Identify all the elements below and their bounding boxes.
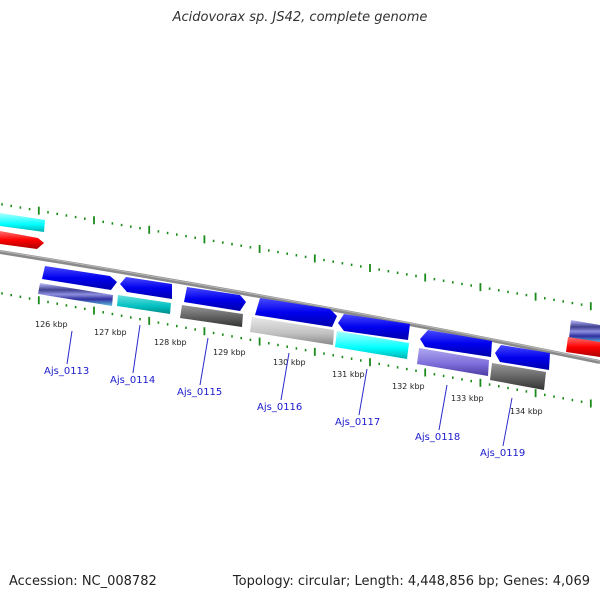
upper-tick-ruler: [1, 203, 592, 311]
gene-label-ajs-0115[interactable]: Ajs_0115: [177, 387, 222, 398]
genome-title: Acidovorax sp. JS42, complete genome: [172, 10, 428, 25]
tick-label-131: 131 kbp: [332, 370, 365, 379]
cds-arrow-ajs-0116[interactable]: [255, 298, 337, 327]
leader-ajs-0114: [132, 324, 141, 374]
leader-ajs-0116: [280, 352, 290, 401]
leader-ajs-0117: [358, 368, 368, 416]
partial-cyan-feature-left[interactable]: [0, 213, 45, 232]
cds-arrow-ajs-0113[interactable]: [42, 266, 117, 290]
tick-label-127: 127 kbp: [94, 328, 127, 337]
category-box-ajs-0117[interactable]: [335, 331, 409, 359]
gene-label-ajs-0118[interactable]: Ajs_0118: [415, 432, 460, 443]
category-box-ajs-0115[interactable]: [180, 305, 243, 327]
lower-tick-ruler: [1, 292, 592, 408]
category-box-ajs-0119[interactable]: [490, 363, 546, 390]
cds-arrow-ajs-0115[interactable]: [184, 287, 246, 311]
topology-label: Topology: circular; Length: 4,448,856 bp…: [232, 574, 590, 589]
gene-label-ajs-0113[interactable]: Ajs_0113: [44, 366, 89, 377]
gene-label-ajs-0117[interactable]: Ajs_0117: [335, 417, 380, 428]
partial-stripe-feature-right[interactable]: [569, 320, 600, 343]
accession-label: Accession: NC_008782: [9, 574, 157, 589]
tick-label-132: 132 kbp: [392, 382, 425, 391]
tick-label-128: 128 kbp: [154, 338, 187, 347]
cds-arrow-ajs-0119[interactable]: [495, 345, 550, 370]
genome-backbone-highlight: [0, 250, 600, 362]
category-box-ajs-0113[interactable]: [38, 283, 113, 306]
cds-arrow-ajs-0118[interactable]: [420, 330, 492, 357]
tick-label-126: 126 kbp: [35, 320, 68, 329]
leader-ajs-0118: [438, 384, 448, 431]
gene-leader-lines: [66, 324, 513, 447]
leader-ajs-0113: [66, 330, 73, 365]
partial-rna-feature-left[interactable]: [0, 231, 44, 249]
category-box-ajs-0118[interactable]: [417, 348, 489, 376]
leader-ajs-0119: [502, 397, 513, 447]
partial-rna-feature-right[interactable]: [566, 337, 600, 357]
tick-label-130: 130 kbp: [273, 358, 306, 367]
genome-backbone: [0, 250, 600, 364]
gene-label-ajs-0114[interactable]: Ajs_0114: [110, 375, 155, 386]
tick-label-134: 134 kbp: [510, 407, 543, 416]
category-box-ajs-0116[interactable]: [250, 317, 334, 345]
cds-arrow-ajs-0114[interactable]: [120, 277, 172, 299]
tick-label-133: 133 kbp: [451, 394, 484, 403]
gene-label-ajs-0119[interactable]: Ajs_0119: [480, 448, 525, 459]
cds-arrow-ajs-0117[interactable]: [338, 314, 410, 340]
leader-ajs-0115: [199, 337, 209, 386]
tick-label-129: 129 kbp: [213, 348, 246, 357]
gene-label-ajs-0116[interactable]: Ajs_0116: [257, 402, 302, 413]
category-box-ajs-0114[interactable]: [117, 295, 171, 314]
